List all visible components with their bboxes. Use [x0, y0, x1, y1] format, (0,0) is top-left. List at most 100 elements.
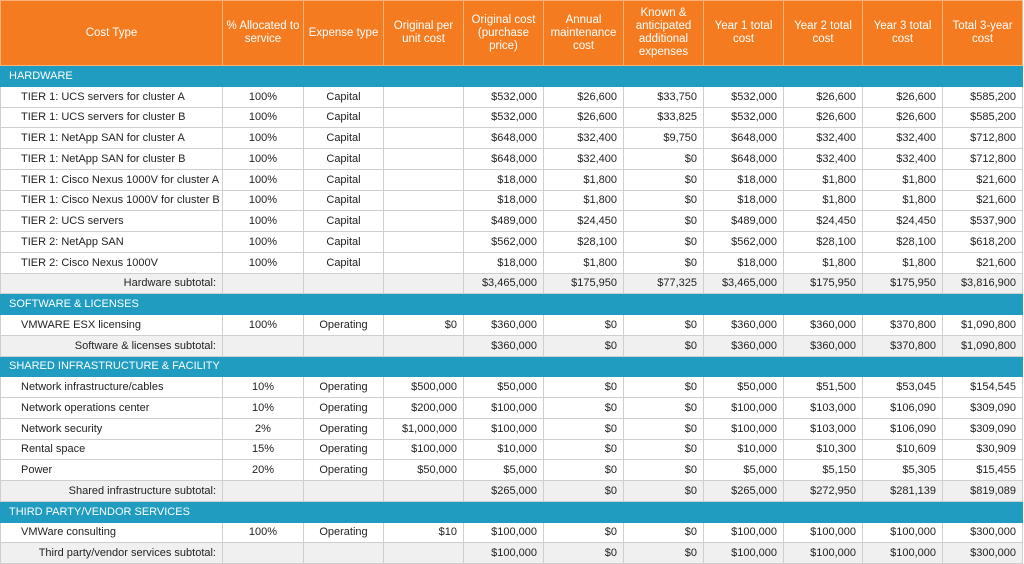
- cell: $32,400: [543, 148, 624, 170]
- row-label: TIER 1: NetApp SAN for cluster B: [0, 148, 223, 170]
- cell: $648,000: [463, 127, 544, 149]
- cell: 20%: [222, 459, 304, 481]
- section-row: SOFTWARE & LICENSES: [0, 293, 1023, 315]
- cell: $0: [623, 376, 704, 398]
- cell: $1,800: [862, 251, 943, 274]
- cell: $18,000: [703, 251, 784, 274]
- cell: $562,000: [703, 231, 784, 253]
- cell: $32,400: [862, 148, 943, 170]
- cell: [383, 189, 464, 212]
- cell: $200,000: [383, 397, 464, 419]
- cell: [383, 231, 464, 253]
- row-label: Power: [0, 459, 223, 481]
- cell: $100,000: [383, 438, 464, 461]
- cell: $648,000: [703, 127, 784, 149]
- cell: $648,000: [703, 148, 784, 170]
- data-row: Network infrastructure/cables 10% Operatin…: [0, 376, 1023, 398]
- cell: $265,000: [463, 480, 544, 502]
- cell: $272,950: [783, 480, 863, 502]
- cell: $0: [543, 542, 624, 564]
- cell: Operating: [303, 397, 384, 419]
- cell: [383, 210, 464, 232]
- cell: $5,150: [783, 459, 863, 481]
- row-label: Third party/vendor services subtotal:: [0, 542, 223, 564]
- cell: $32,400: [543, 127, 624, 149]
- cell: $0: [543, 521, 624, 544]
- cell: Capital: [303, 85, 384, 108]
- row-label: Network infrastructure/cables: [0, 376, 223, 398]
- cell: Capital: [303, 168, 384, 191]
- cell: 2%: [222, 417, 304, 440]
- row-label: VMWARE ESX licensing: [0, 314, 223, 336]
- cell: Capital: [303, 231, 384, 253]
- cell: $1,800: [543, 251, 624, 274]
- cell: $10: [383, 521, 464, 544]
- row-label: TIER 2: Cisco Nexus 1000V: [0, 251, 223, 274]
- cell: $50,000: [383, 459, 464, 481]
- cell: 10%: [222, 376, 304, 398]
- cell: $0: [623, 334, 704, 357]
- cell: $103,000: [783, 397, 863, 419]
- subtotal-row: Software & licenses subtotal: $360,000 $0 $…: [0, 334, 1023, 357]
- cell: $26,600: [862, 106, 943, 129]
- cell: $0: [543, 314, 624, 336]
- cell: $1,800: [543, 168, 624, 191]
- cell: [383, 127, 464, 149]
- cell: $26,600: [543, 85, 624, 108]
- cell: $3,465,000: [463, 272, 544, 295]
- cell: $1,800: [862, 168, 943, 191]
- row-label: Rental space: [0, 438, 223, 461]
- cell: $0: [623, 480, 704, 502]
- cell: $28,100: [543, 231, 624, 253]
- data-row: VMWARE ESX licensing 100% Operating $0 $360,…: [0, 314, 1023, 336]
- data-row: TIER 2: NetApp SAN 100% Capital $562,000 $28…: [0, 231, 1023, 253]
- cell: $265,000: [703, 480, 784, 502]
- cell: $100,000: [862, 521, 943, 544]
- cell: $32,400: [862, 127, 943, 149]
- cell: $53,045: [862, 376, 943, 398]
- subtotal-row: Third party/vendor services subtotal: $10…: [0, 542, 1023, 564]
- cell: $5,000: [703, 459, 784, 481]
- cell: $100,000: [463, 542, 544, 564]
- cell: $0: [543, 480, 624, 502]
- data-row: TIER 1: UCS servers for cluster B 100% Cap…: [0, 106, 1023, 129]
- cell: [383, 251, 464, 274]
- cell: $309,090: [942, 397, 1023, 419]
- cell: $10,300: [783, 438, 863, 461]
- data-row: VMWare consulting 100% Operating $10 $100,00…: [0, 521, 1023, 544]
- row-label: TIER 1: UCS servers for cluster A: [0, 85, 223, 108]
- cell: [383, 148, 464, 170]
- row-label: TIER 1: UCS servers for cluster B: [0, 106, 223, 129]
- cell: $1,800: [783, 168, 863, 191]
- cell: $0: [543, 334, 624, 357]
- column-header: Expense type: [303, 0, 384, 66]
- cell: 15%: [222, 438, 304, 461]
- cell: $24,450: [862, 210, 943, 232]
- cell: 100%: [222, 85, 304, 108]
- cell: $18,000: [463, 189, 544, 212]
- column-header: Year 1 total cost: [703, 0, 784, 66]
- cell: $360,000: [703, 334, 784, 357]
- cell: 100%: [222, 168, 304, 191]
- cell: Operating: [303, 459, 384, 481]
- cell: 10%: [222, 397, 304, 419]
- section-title: THIRD PARTY/VENDOR SERVICES: [0, 500, 1023, 523]
- cell: $5,305: [862, 459, 943, 481]
- cell: $360,000: [783, 334, 863, 357]
- cell: [383, 106, 464, 129]
- cell: $100,000: [463, 417, 544, 440]
- cell: $106,090: [862, 417, 943, 440]
- cell: $154,545: [942, 376, 1023, 398]
- column-header: Year 3 total cost: [862, 0, 943, 66]
- cell: $50,000: [463, 376, 544, 398]
- cell: 100%: [222, 314, 304, 336]
- row-label: TIER 1: NetApp SAN for cluster A: [0, 127, 223, 149]
- cell: [222, 542, 304, 564]
- table-body: HARDWARE TIER 1: UCS servers for cluster …: [0, 65, 1023, 564]
- column-header: Original cost (purchase price): [463, 0, 544, 66]
- section-title: SHARED INFRASTRUCTURE & FACILITY: [0, 355, 1023, 378]
- cell: 100%: [222, 251, 304, 274]
- cell: $103,000: [783, 417, 863, 440]
- cell: 100%: [222, 106, 304, 129]
